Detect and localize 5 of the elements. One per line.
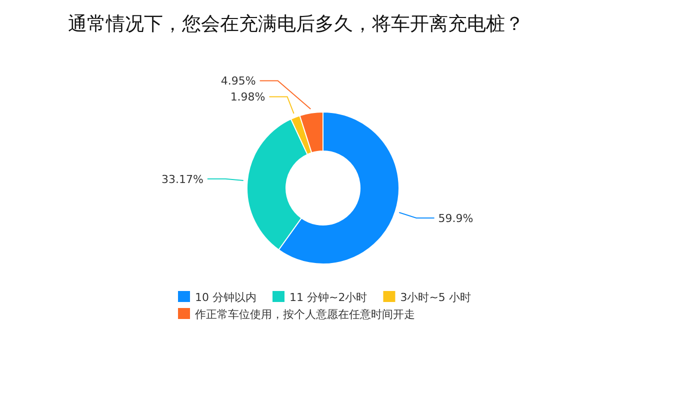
legend-label: 作正常车位使用，按个人意愿在任意时间开走 xyxy=(194,308,415,321)
title: 通常情况下，您会在充满电后多久，将车开离充电桩？ xyxy=(68,13,524,35)
legend-label: 10 分钟以内 xyxy=(195,291,256,304)
legend-label: 3小时~5 小时 xyxy=(400,291,471,304)
legend-label: 11 分钟~2小时 xyxy=(290,291,368,304)
